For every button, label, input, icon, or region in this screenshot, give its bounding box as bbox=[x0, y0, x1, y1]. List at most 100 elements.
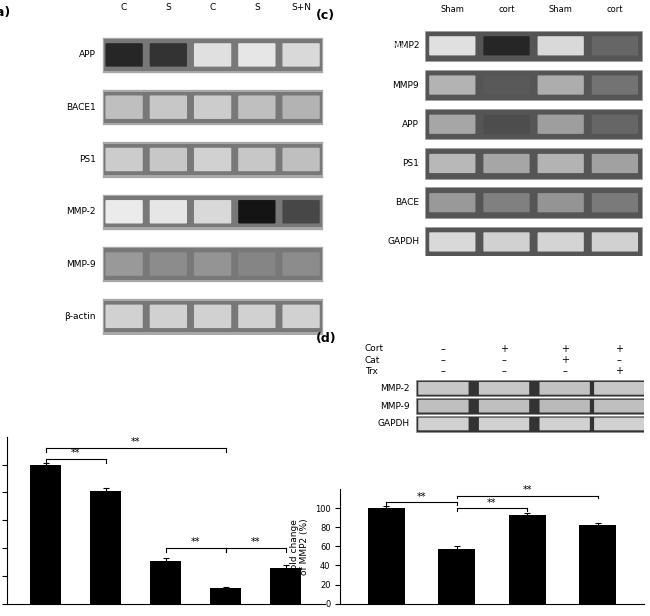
FancyBboxPatch shape bbox=[283, 304, 320, 328]
FancyBboxPatch shape bbox=[540, 400, 590, 413]
FancyBboxPatch shape bbox=[283, 200, 320, 224]
Text: 48 h: 48 h bbox=[469, 0, 490, 2]
FancyBboxPatch shape bbox=[416, 416, 647, 432]
Text: **: ** bbox=[251, 537, 261, 548]
FancyBboxPatch shape bbox=[429, 232, 475, 251]
Text: MMP-9: MMP-9 bbox=[66, 259, 96, 269]
FancyBboxPatch shape bbox=[238, 95, 276, 119]
FancyBboxPatch shape bbox=[425, 227, 642, 257]
Bar bbox=[438, 549, 475, 604]
Text: APP: APP bbox=[79, 51, 96, 59]
FancyBboxPatch shape bbox=[238, 253, 276, 276]
FancyBboxPatch shape bbox=[592, 115, 638, 134]
Text: **: ** bbox=[487, 498, 497, 508]
Text: MMP-9: MMP-9 bbox=[380, 402, 410, 411]
FancyBboxPatch shape bbox=[425, 148, 642, 179]
Text: –: – bbox=[441, 355, 446, 365]
FancyBboxPatch shape bbox=[418, 418, 469, 431]
FancyBboxPatch shape bbox=[102, 298, 323, 334]
FancyBboxPatch shape bbox=[194, 253, 231, 276]
FancyBboxPatch shape bbox=[429, 75, 475, 95]
FancyBboxPatch shape bbox=[150, 43, 187, 67]
FancyBboxPatch shape bbox=[102, 193, 323, 230]
FancyBboxPatch shape bbox=[592, 154, 638, 173]
Bar bbox=[509, 515, 545, 604]
Text: +: + bbox=[561, 344, 569, 354]
FancyBboxPatch shape bbox=[429, 36, 475, 55]
FancyBboxPatch shape bbox=[103, 196, 322, 227]
FancyBboxPatch shape bbox=[484, 36, 530, 55]
FancyBboxPatch shape bbox=[484, 115, 530, 134]
FancyBboxPatch shape bbox=[150, 95, 187, 119]
FancyBboxPatch shape bbox=[102, 89, 323, 126]
Text: Sham: Sham bbox=[549, 5, 573, 14]
FancyBboxPatch shape bbox=[425, 70, 642, 100]
Text: MMP9: MMP9 bbox=[393, 81, 419, 89]
Text: +: + bbox=[561, 355, 569, 365]
Text: –: – bbox=[562, 367, 567, 376]
FancyBboxPatch shape bbox=[105, 43, 143, 67]
FancyBboxPatch shape bbox=[238, 304, 276, 328]
Text: –: – bbox=[441, 344, 446, 354]
FancyBboxPatch shape bbox=[150, 148, 187, 171]
Text: –: – bbox=[441, 367, 446, 376]
Text: C: C bbox=[121, 3, 127, 12]
FancyBboxPatch shape bbox=[594, 400, 644, 413]
FancyBboxPatch shape bbox=[479, 400, 529, 413]
FancyBboxPatch shape bbox=[592, 193, 638, 213]
Text: Sham: Sham bbox=[441, 5, 464, 14]
FancyBboxPatch shape bbox=[538, 36, 584, 55]
FancyBboxPatch shape bbox=[538, 115, 584, 134]
FancyBboxPatch shape bbox=[238, 200, 276, 224]
FancyBboxPatch shape bbox=[103, 248, 322, 280]
Text: GAPDH: GAPDH bbox=[387, 237, 419, 246]
Text: +: + bbox=[616, 344, 623, 354]
Text: **: ** bbox=[71, 448, 81, 458]
FancyBboxPatch shape bbox=[592, 75, 638, 95]
FancyBboxPatch shape bbox=[194, 148, 231, 171]
Text: C: C bbox=[209, 3, 216, 12]
Text: Cat: Cat bbox=[365, 355, 380, 365]
Text: **: ** bbox=[191, 537, 200, 548]
Bar bbox=[270, 567, 302, 604]
Text: APP: APP bbox=[402, 120, 419, 129]
FancyBboxPatch shape bbox=[484, 232, 530, 251]
FancyBboxPatch shape bbox=[283, 43, 320, 67]
FancyBboxPatch shape bbox=[416, 380, 647, 396]
FancyBboxPatch shape bbox=[105, 148, 143, 171]
FancyBboxPatch shape bbox=[484, 154, 530, 173]
Text: MMP-2: MMP-2 bbox=[66, 207, 96, 216]
Text: –: – bbox=[502, 367, 506, 376]
Text: (c): (c) bbox=[316, 9, 335, 22]
Text: ©: © bbox=[381, 28, 409, 56]
Text: cort: cort bbox=[606, 5, 623, 14]
Text: S+N: S+N bbox=[291, 3, 311, 12]
FancyBboxPatch shape bbox=[425, 109, 642, 139]
Text: (d): (d) bbox=[316, 332, 337, 345]
Bar bbox=[210, 588, 241, 604]
FancyBboxPatch shape bbox=[105, 95, 143, 119]
FancyBboxPatch shape bbox=[103, 144, 322, 175]
FancyBboxPatch shape bbox=[103, 92, 322, 123]
FancyBboxPatch shape bbox=[103, 39, 322, 71]
FancyBboxPatch shape bbox=[484, 193, 530, 213]
Text: **: ** bbox=[131, 437, 140, 447]
FancyBboxPatch shape bbox=[538, 154, 584, 173]
Bar bbox=[579, 525, 616, 604]
FancyBboxPatch shape bbox=[150, 304, 187, 328]
FancyBboxPatch shape bbox=[418, 382, 469, 395]
Bar bbox=[368, 508, 404, 604]
FancyBboxPatch shape bbox=[429, 154, 475, 173]
FancyBboxPatch shape bbox=[194, 43, 231, 67]
FancyBboxPatch shape bbox=[429, 193, 475, 213]
Text: GAPDH: GAPDH bbox=[378, 419, 410, 429]
Text: +: + bbox=[616, 367, 623, 376]
FancyBboxPatch shape bbox=[194, 304, 231, 328]
Text: MMP2: MMP2 bbox=[393, 41, 419, 51]
Bar bbox=[90, 491, 121, 604]
FancyBboxPatch shape bbox=[418, 400, 469, 413]
Text: PS1: PS1 bbox=[79, 155, 96, 164]
FancyBboxPatch shape bbox=[283, 253, 320, 276]
FancyBboxPatch shape bbox=[105, 304, 143, 328]
FancyBboxPatch shape bbox=[592, 232, 638, 251]
